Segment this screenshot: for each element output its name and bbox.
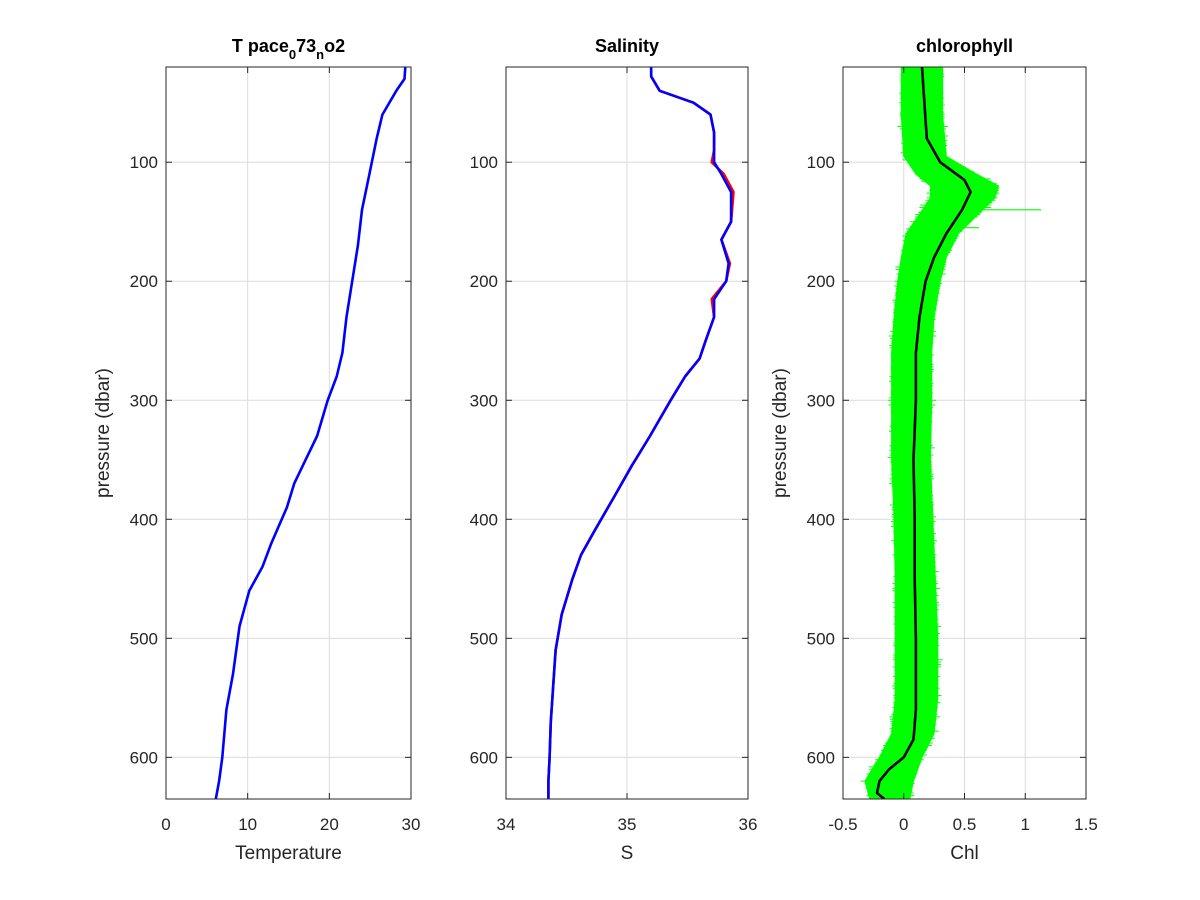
y-tick-label: 100 bbox=[470, 153, 498, 172]
x-tick-label: 10 bbox=[238, 815, 257, 834]
title-part: 73 bbox=[296, 36, 316, 56]
x-tick-label: -0.5 bbox=[828, 815, 857, 834]
y-tick-label: 200 bbox=[130, 272, 158, 291]
y-tick-label: 300 bbox=[807, 391, 835, 410]
chart-panel-3: -0.5 0 0.5 1 1.5 100 200 300 400 500 600 Chl pressur… bbox=[770, 36, 1098, 864]
y-tick-label: 500 bbox=[130, 629, 158, 648]
x-tick-label: 20 bbox=[320, 815, 339, 834]
x-tick-label: 0 bbox=[899, 815, 908, 834]
title-part: o2 bbox=[324, 36, 345, 56]
chart-title: chlorophyll bbox=[916, 36, 1013, 56]
title-part: n bbox=[316, 47, 324, 62]
x-axis-label: S bbox=[621, 843, 634, 864]
y-tick-label: 100 bbox=[807, 153, 835, 172]
x-tick-label: 36 bbox=[739, 815, 758, 834]
x-tick-label: 1 bbox=[1021, 815, 1030, 834]
plot-area bbox=[547, 67, 735, 799]
y-tick-label: 400 bbox=[807, 510, 835, 529]
series-line-1 bbox=[547, 67, 735, 799]
x-axis-label: Temperature bbox=[235, 843, 342, 864]
y-axis-label: pressure (dbar) bbox=[770, 368, 791, 498]
x-tick-label: 0.5 bbox=[953, 815, 977, 834]
y-tick-label: 600 bbox=[807, 748, 835, 767]
x-tick-label: 35 bbox=[618, 815, 637, 834]
plot-area bbox=[860, 67, 1042, 799]
chart-panel-2: 34 35 36 100 200 300 400 500 600 S Salinity bbox=[470, 36, 758, 864]
y-axis-label: pressure (dbar) bbox=[93, 368, 114, 498]
chart-title: Salinity bbox=[595, 36, 659, 56]
y-tick-label: 600 bbox=[130, 748, 158, 767]
series-line-1 bbox=[214, 67, 407, 799]
chart-title: T pace073no2 bbox=[232, 36, 345, 62]
y-tick-label: 400 bbox=[130, 510, 158, 529]
x-tick-label: 34 bbox=[497, 815, 516, 834]
y-tick-label: 200 bbox=[470, 272, 498, 291]
series-line-2 bbox=[547, 67, 733, 799]
y-tick-label: 400 bbox=[470, 510, 498, 529]
y-tick-label: 600 bbox=[470, 748, 498, 767]
x-tick-label: 30 bbox=[402, 815, 421, 834]
y-tick-label: 300 bbox=[130, 391, 158, 410]
title-part: T pace bbox=[232, 36, 289, 56]
y-tick-label: 500 bbox=[807, 629, 835, 648]
plot-area bbox=[214, 67, 407, 799]
x-tick-label: 0 bbox=[161, 815, 170, 834]
x-axis-label: Chl bbox=[950, 843, 979, 864]
y-tick-label: 500 bbox=[470, 629, 498, 648]
y-tick-label: 100 bbox=[130, 153, 158, 172]
series-line-1 bbox=[875, 67, 972, 799]
chart-panel-1: 0 10 20 30 100 200 300 400 500 600 Temperature pres… bbox=[93, 36, 420, 864]
y-tick-label: 300 bbox=[470, 391, 498, 410]
axes-box bbox=[165, 66, 412, 800]
title-part: 0 bbox=[289, 47, 296, 62]
y-tick-label: 200 bbox=[807, 272, 835, 291]
x-tick-label: 1.5 bbox=[1074, 815, 1098, 834]
